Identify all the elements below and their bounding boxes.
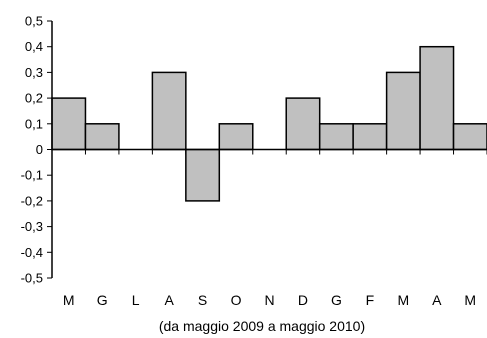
x-axis-title: (da maggio 2009 a maggio 2010) [159, 318, 365, 334]
x-category-label: M [464, 292, 476, 308]
bar [51, 97, 87, 151]
y-tick-label: 0 [36, 142, 43, 157]
y-tick-label: -0,1 [21, 168, 43, 183]
x-category-label: D [298, 292, 308, 308]
bar [84, 123, 120, 151]
y-tick-label: -0,2 [21, 193, 43, 208]
bar [285, 97, 321, 151]
x-category-label: M [398, 292, 410, 308]
bar [352, 123, 388, 151]
bar [318, 123, 354, 151]
y-tick-label: 0,2 [25, 91, 43, 106]
bars [51, 45, 487, 202]
bar [151, 71, 187, 151]
x-category-label: A [432, 292, 442, 308]
x-category-label: G [97, 292, 108, 308]
y-axis-ticks: 0,5 0,4 0,3 0,2 0,1 0 -0,1 -0,2 -0,3 -0,4 -0,5 [21, 14, 52, 286]
bar [218, 123, 254, 151]
y-tick-label: -0,3 [21, 219, 43, 234]
y-tick-label: 0,3 [25, 65, 43, 80]
y-tick-label: -0,5 [21, 271, 43, 286]
bar [452, 123, 487, 151]
y-tick-label: 0,5 [25, 14, 43, 29]
bar [185, 148, 221, 202]
y-tick-label: -0,4 [21, 245, 43, 260]
x-category-label: G [331, 292, 342, 308]
x-category-label: M [63, 292, 75, 308]
x-category-label: N [264, 292, 274, 308]
bar [385, 71, 421, 151]
y-tick-label: 0,4 [25, 39, 43, 54]
x-category-label: S [198, 292, 207, 308]
x-category-label: A [164, 292, 174, 308]
x-category-label: L [132, 292, 140, 308]
x-category-label: O [231, 292, 242, 308]
x-category-label: F [366, 292, 375, 308]
bar [419, 45, 455, 151]
y-tick-label: 0,1 [25, 116, 43, 131]
